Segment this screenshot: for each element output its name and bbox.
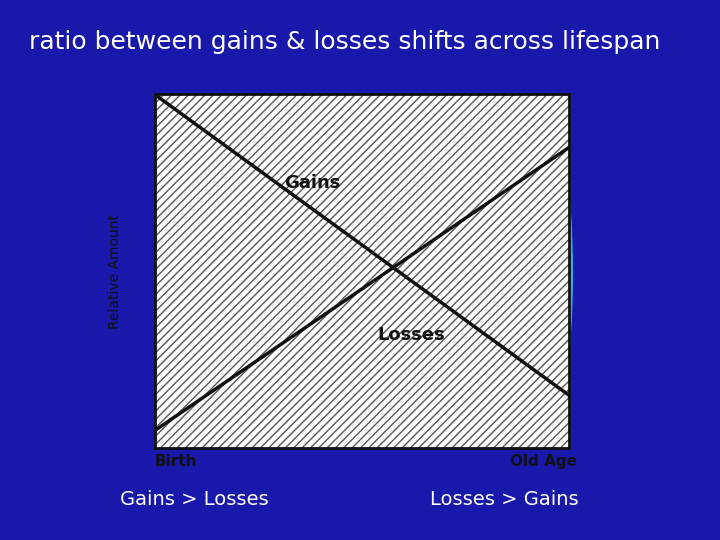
Text: Gains: Gains <box>284 174 341 192</box>
Text: Old Age: Old Age <box>510 454 577 469</box>
Text: ratio between gains & losses shifts across lifespan: ratio between gains & losses shifts acro… <box>29 30 660 53</box>
Text: Gains > Losses: Gains > Losses <box>120 490 269 509</box>
Text: Losses > Gains: Losses > Gains <box>430 490 578 509</box>
Text: Losses: Losses <box>377 326 446 344</box>
Text: Birth: Birth <box>154 454 197 469</box>
Text: Relative Amount: Relative Amount <box>108 214 122 329</box>
